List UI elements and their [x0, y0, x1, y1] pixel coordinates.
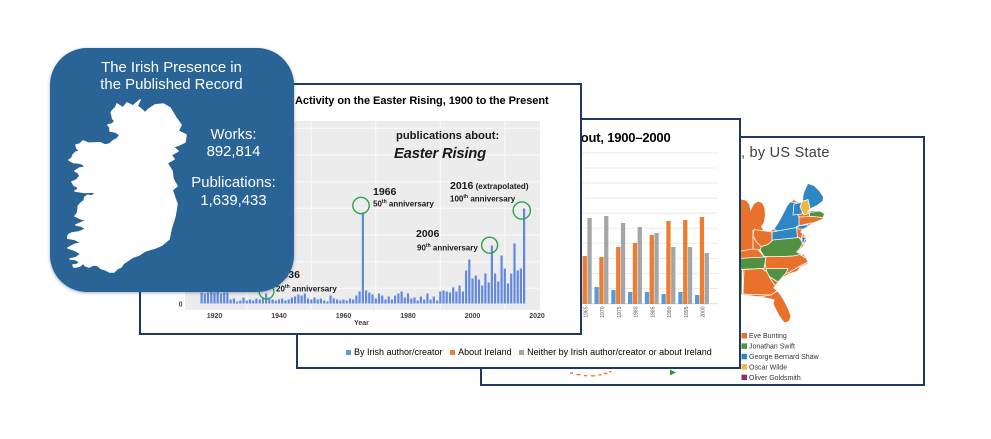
svg-text:1990: 1990	[667, 306, 673, 317]
svg-text:Jonathan Swift: Jonathan Swift	[749, 344, 795, 351]
svg-text:1920: 1920	[207, 313, 223, 320]
svg-text:1975: 1975	[617, 306, 623, 317]
svg-text:Oliver Goldsmith: Oliver Goldsmith	[749, 375, 801, 382]
svg-text:1970: 1970	[600, 306, 606, 317]
svg-text:Year: Year	[354, 320, 369, 327]
svg-text:1960: 1960	[336, 313, 352, 320]
svg-text:Eve Bunting: Eve Bunting	[749, 333, 787, 340]
svg-text:Oscar Wilde: Oscar Wilde	[749, 364, 787, 371]
svg-text:2020: 2020	[529, 313, 545, 320]
svg-text:George Bernard Shaw: George Bernard Shaw	[749, 354, 820, 361]
svg-text:1980: 1980	[400, 313, 416, 320]
svg-text:1940: 1940	[271, 313, 287, 320]
svg-text:1995: 1995	[684, 306, 690, 317]
svg-text:1965: 1965	[583, 306, 589, 317]
svg-text:2000: 2000	[465, 313, 481, 320]
svg-text:1985: 1985	[650, 306, 656, 317]
svg-text:0: 0	[179, 302, 183, 309]
svg-text:1980: 1980	[634, 306, 640, 317]
svg-text:2000: 2000	[701, 306, 707, 317]
